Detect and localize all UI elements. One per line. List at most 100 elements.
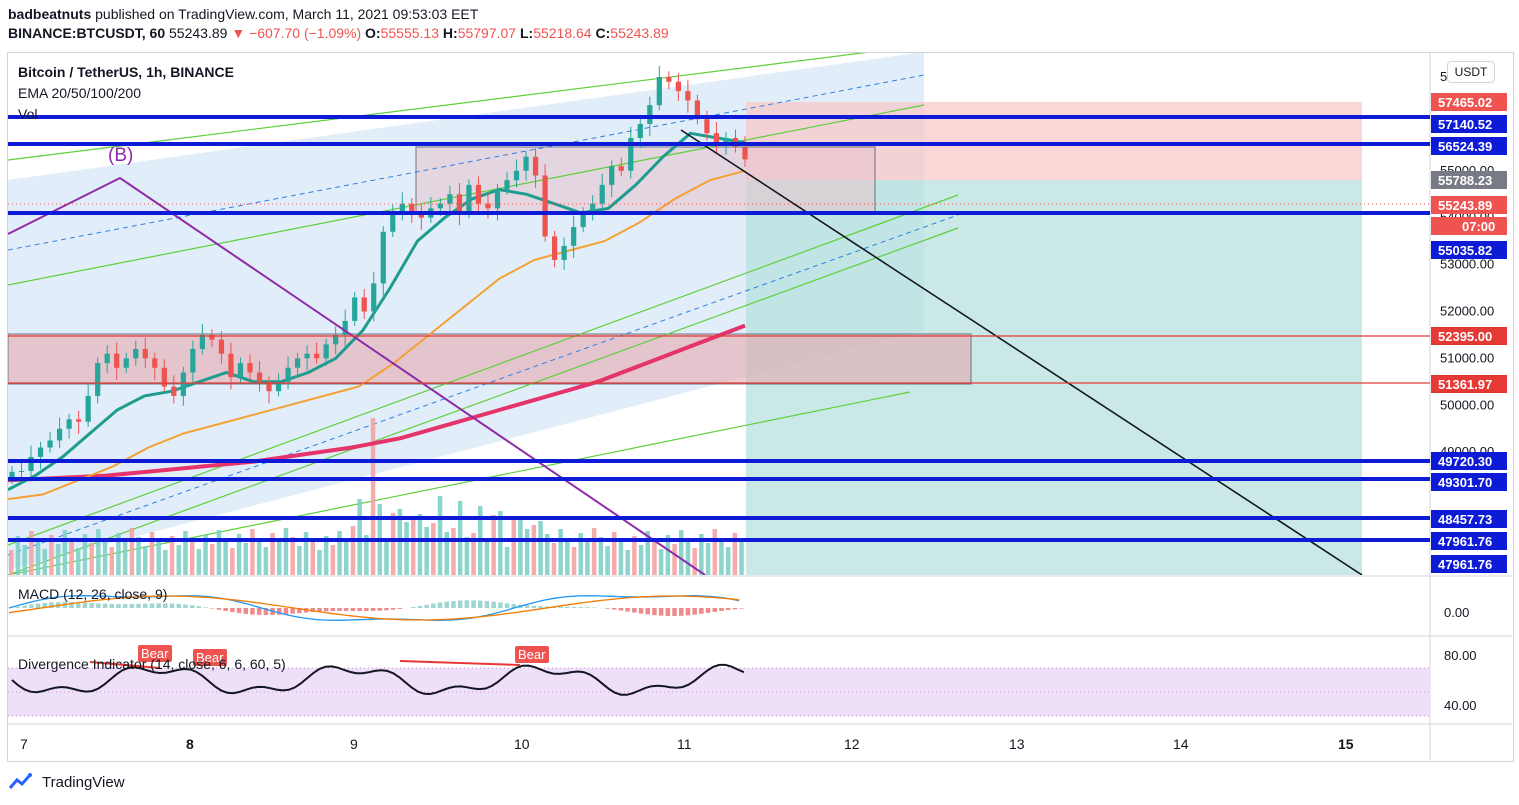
candle-body [637, 123, 643, 138]
macd-bar [625, 608, 630, 612]
candle-body [742, 147, 748, 160]
candle-body [28, 456, 34, 471]
candle-body [352, 297, 358, 321]
macd-bar [82, 602, 88, 608]
candle-body [218, 339, 225, 354]
channel-midline [8, 74, 925, 251]
volume-bar [665, 535, 671, 575]
macd-legend[interactable]: MACD (12, 26, close, 9) [18, 586, 168, 602]
candle-body [323, 344, 329, 359]
candle-body [723, 137, 729, 143]
volume-bar [471, 533, 476, 575]
macd-bar [277, 608, 282, 615]
macd-bar [49, 602, 54, 608]
macd-bar [652, 608, 657, 616]
tradingview-logo-icon [8, 773, 32, 789]
macd-bar [297, 608, 302, 614]
macd-bar [585, 607, 590, 608]
volume-bar [411, 518, 416, 575]
candle-body [333, 334, 339, 345]
macd-bar [163, 603, 168, 608]
candle-body [466, 184, 472, 214]
candle-body [371, 283, 377, 312]
macd-bar [491, 601, 496, 608]
price-label: 55243.89 [1438, 198, 1492, 213]
candle-body [532, 156, 539, 176]
support-box[interactable] [8, 333, 972, 385]
macd-bar [565, 606, 570, 608]
candle-body [523, 156, 529, 171]
volume-bar [652, 540, 657, 575]
volume-bar [632, 536, 637, 575]
volume-bar [705, 543, 711, 575]
publisher-user[interactable]: badbeatnuts [8, 6, 92, 22]
macd-bar [719, 608, 724, 611]
macd-pane[interactable]: 0.00 [8, 595, 1469, 621]
volume-bar [270, 533, 275, 575]
macd-bar [15, 606, 21, 608]
candle-body [561, 245, 567, 260]
divergence-pane[interactable]: Bear Bear Bear 80.00 40.00 [8, 645, 1477, 717]
time-axis[interactable]: 7 8 9 10 11 12 13 14 15 [20, 736, 1354, 752]
macd-bar [129, 604, 135, 608]
macd-bar [216, 608, 222, 610]
countdown-bg [1431, 217, 1507, 235]
candle-body [104, 353, 110, 364]
horizontal-levels[interactable] [8, 115, 1430, 542]
macd-bar [96, 603, 101, 608]
time-tick: 8 [186, 736, 194, 752]
candles[interactable] [9, 65, 748, 485]
price-tick: 51000.00 [1440, 350, 1494, 365]
ema200-line[interactable] [8, 323, 746, 483]
open-label: O: [365, 25, 381, 41]
chart-title[interactable]: Bitcoin / TetherUS, 1h, BINANCE [18, 64, 234, 80]
bear-divergence-2 [399, 660, 521, 666]
candle-body [304, 353, 310, 359]
macd-bar [558, 606, 563, 608]
volume-bar [96, 529, 101, 575]
candle-body [475, 184, 482, 204]
candle-body [123, 358, 129, 368]
macd-bar [196, 606, 202, 608]
volume-bar [256, 538, 262, 575]
macd-bar [236, 608, 242, 614]
time-tick: 10 [514, 736, 530, 752]
candle-body [418, 213, 424, 218]
macd-bar [457, 600, 463, 608]
wave-line[interactable] [8, 176, 706, 575]
volume-bar [719, 538, 724, 575]
divergence-legend[interactable]: Divergence Indicator (14, close, 6, 6, 6… [18, 656, 286, 672]
ema-legend[interactable]: EMA 20/50/100/200 [18, 85, 141, 101]
macd-bar [22, 605, 27, 608]
volume-bar [236, 534, 242, 575]
macd-bar [377, 608, 382, 611]
volume-bar [672, 544, 677, 575]
countdown-label: 07:00 [1462, 219, 1495, 234]
main-pane[interactable] [8, 52, 1430, 575]
ticker-symbol: BINANCE:BTCUSDT, 60 [8, 25, 166, 41]
candle-body [399, 203, 405, 214]
macd-bar [223, 608, 228, 611]
volume-bar [297, 546, 302, 575]
volume-bar [638, 545, 644, 575]
consolidation-box[interactable] [415, 146, 876, 213]
channel-line [8, 194, 959, 546]
svg-text:Bear: Bear [141, 646, 169, 661]
footer-brand[interactable]: TradingView [8, 772, 125, 792]
macd-bar [35, 603, 41, 608]
time-tick: 13 [1009, 736, 1025, 752]
macd-bar [122, 604, 128, 608]
candle-body [685, 91, 691, 101]
candle-body [314, 353, 320, 359]
downtrend-line[interactable] [680, 129, 1363, 575]
volume-legend[interactable]: Vol [18, 106, 38, 122]
price-label: 57140.52 [1438, 117, 1492, 132]
currency-button[interactable]: USDT [1447, 61, 1495, 83]
ema50-line[interactable] [8, 169, 746, 501]
macd-bar [102, 603, 108, 608]
candle-body [361, 297, 367, 312]
ema20-line[interactable] [8, 131, 746, 492]
price-label-bg [1431, 555, 1507, 573]
macd-bar [364, 608, 369, 611]
